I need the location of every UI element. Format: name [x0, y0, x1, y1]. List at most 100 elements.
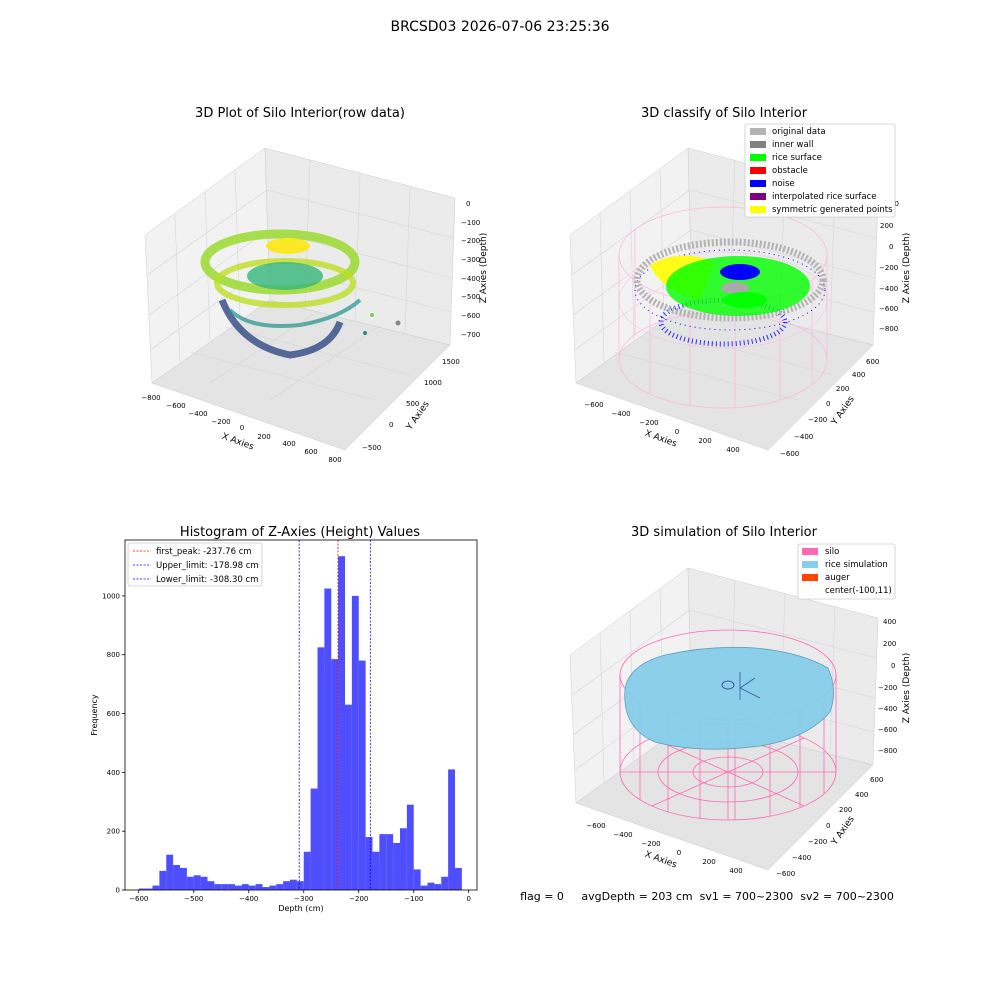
legend-label-auger: auger	[825, 573, 850, 583]
raw-y-tick: 0	[389, 421, 393, 429]
histogram-bar	[241, 884, 249, 890]
raw-y-tick: 1000	[424, 379, 442, 387]
legend-label-noise: noise	[772, 179, 795, 189]
simulation-x-ticks: −600 −400 −200 0 200 400	[586, 822, 742, 875]
raw-x-tick: −600	[166, 402, 185, 410]
histogram-bar	[228, 884, 235, 890]
simulation-floor-pane	[575, 719, 874, 871]
raw-z-tick: −400	[461, 275, 480, 283]
raw-x-tick: −400	[188, 410, 207, 418]
simulation-panel-title: 3D simulation of Silo Interior	[631, 525, 818, 540]
raw-x-tick: −200	[211, 418, 230, 426]
histogram-bar	[173, 865, 180, 890]
raw-y-tick: 1500	[442, 358, 460, 366]
histogram-bar	[379, 834, 387, 890]
legend-swatch-rice-surface	[750, 154, 766, 161]
simulation-x-tick: −200	[641, 840, 660, 848]
histogram-bar	[427, 882, 435, 890]
histogram-legend-box	[127, 542, 263, 587]
simulation-z-tick: 200	[883, 640, 896, 648]
legend-label-symmetric: symmetric generated points	[772, 205, 893, 215]
simulation-z-tick: −400	[878, 705, 897, 713]
simulation-z-ticks: 400 200 0 −200 −400 −600 −800	[878, 618, 897, 755]
histogram-bar	[193, 875, 201, 890]
raw-x-tick: 400	[282, 440, 295, 448]
legend-label-rice-simulation: rice simulation	[825, 560, 888, 570]
classify-x-tick: −400	[611, 410, 630, 418]
simulation-legend: silo rice simulation auger center(-100,1…	[797, 543, 896, 600]
simulation-z-tick: −800	[878, 747, 897, 755]
histogram-bar	[200, 876, 208, 890]
histogram-x-tick-label: 0	[467, 895, 471, 903]
histogram-y-tick-label: 400	[107, 769, 120, 777]
raw-z-tick: −600	[461, 312, 480, 320]
simulation-y-tick: −400	[792, 854, 811, 862]
classify-panel-title: 3D classify of Silo Interior	[641, 106, 808, 121]
classify-point-cloud	[633, 238, 827, 347]
simulation-auger-marker	[721, 672, 761, 700]
simulation-y-tick: −600	[776, 870, 795, 878]
histogram-bar	[283, 881, 290, 890]
classify-y-tick: 200	[836, 385, 849, 393]
legend-label-original-data: original data	[772, 127, 826, 137]
histogram-bar	[365, 837, 373, 890]
histogram-bar	[180, 867, 187, 890]
histogram-bar	[145, 888, 153, 890]
classify-y-label: Y Axies	[829, 394, 857, 427]
raw-z-ticks: 0 −100 −200 −300 −400 −500 −600 −700	[461, 200, 480, 339]
classify-y-tick: −600	[780, 450, 799, 458]
legend-swatch-obstacle	[750, 167, 766, 174]
histogram-bar	[186, 876, 194, 890]
histogram-axes-frame	[124, 539, 478, 891]
histogram-x-tick-label: −600	[129, 895, 148, 903]
classify-y-tick: −400	[794, 433, 813, 441]
raw-y-ticks: −500 0 500 1000 1500	[362, 358, 460, 452]
histogram-bar	[393, 842, 400, 890]
classify-silo-wireframe	[618, 206, 828, 409]
classify-z-label: Z Axies (Depth)	[902, 233, 912, 304]
classify-z-tick: 0	[889, 243, 893, 251]
classify-x-tick: −600	[584, 401, 603, 409]
histogram-x-tick-label: −500	[184, 895, 203, 903]
histogram-y-tick-label: 0	[116, 887, 120, 895]
classify-y-tick: 600	[866, 358, 879, 366]
legend-label-obstacle: obstacle	[772, 166, 808, 176]
raw-z-label: Z Axies (Depth)	[479, 233, 489, 304]
simulation-y-label: Y Axies	[829, 814, 857, 847]
classify-y-ticks: −600 −400 −200 0 200 400 600	[780, 358, 879, 458]
histogram-bar	[441, 876, 449, 890]
classify-x-tick: −200	[639, 419, 658, 427]
histogram-y-label: Frequency	[90, 694, 99, 736]
classify-z-tick: −400	[879, 285, 898, 293]
simulation-z-label: Z Axies (Depth)	[902, 653, 912, 724]
histogram-y-tick-label: 200	[107, 828, 120, 836]
histogram-bar	[262, 887, 270, 890]
raw-grid	[146, 159, 454, 401]
histogram-bar	[406, 804, 414, 890]
raw-x-tick: −800	[141, 394, 160, 402]
raw-z-tick: −300	[461, 256, 480, 264]
classify-x-ticks: −600 −400 −200 0 200 400	[584, 401, 739, 454]
simulation-3d-panel: 3D simulation of Silo Interior	[569, 525, 912, 878]
histogram-x-ticks: −600 −500 −400 −300 −200 −100 0	[129, 890, 471, 903]
simulation-y-tick: −200	[808, 838, 827, 846]
simulation-y-tick: 400	[855, 791, 868, 799]
simulation-x-tick: 0	[677, 849, 681, 857]
histogram-reference-lines	[298, 540, 371, 890]
histogram-bar	[400, 828, 407, 890]
simulation-x-tick: 400	[729, 867, 742, 875]
raw-z-tick: −700	[461, 331, 480, 339]
histogram-x-label: Depth (cm)	[278, 904, 323, 913]
histogram-bar	[159, 870, 167, 890]
histogram-bar	[372, 851, 380, 890]
histogram-panel: Histogram of Z-Axies (Height) Values −60…	[90, 525, 478, 913]
histogram-title: Histogram of Z-Axies (Height) Values	[180, 525, 420, 540]
histogram-bar	[448, 769, 455, 890]
histogram-bar	[248, 885, 256, 890]
simulation-legend-box	[797, 543, 896, 600]
classify-legend-box	[744, 123, 896, 218]
histogram-bar	[324, 588, 332, 890]
simulation-z-tick: −200	[878, 684, 897, 692]
histogram-bar	[345, 704, 352, 890]
